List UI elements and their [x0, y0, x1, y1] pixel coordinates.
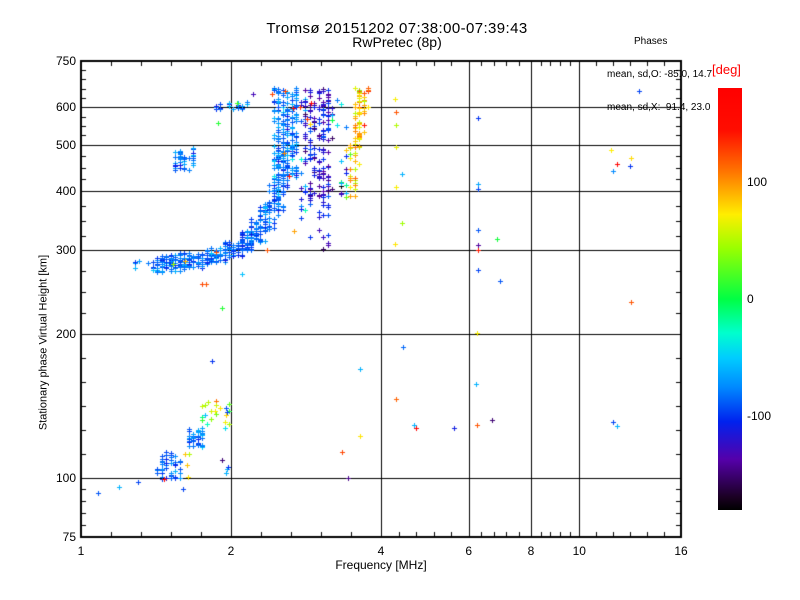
y-tick-label: 300 [55, 243, 76, 258]
colorbar-tick-label: 0 [747, 292, 754, 306]
y-tick-label: 400 [55, 183, 76, 198]
x-axis-label: Frequency [MHz] [335, 558, 427, 572]
y-tick-label: 200 [55, 327, 76, 342]
x-tick-label: 4 [377, 544, 385, 558]
y-tick-label: 750 [55, 54, 76, 68]
y-tick-label: 500 [55, 137, 76, 152]
y-tick-label: 600 [55, 100, 76, 115]
colorbar-tick-label: -100 [747, 409, 772, 424]
x-tick-label: 16 [674, 544, 688, 558]
x-tick-label: 1 [77, 544, 85, 558]
x-tick-label: 2 [227, 544, 235, 558]
x-tick-label: 8 [527, 544, 535, 558]
x-tick-label: 10 [572, 544, 586, 558]
y-axis-label: Stationary phase Virtual Height [km] [37, 254, 50, 431]
x-tick-label: 6 [465, 544, 473, 558]
colorbar-unit-label: [deg] [712, 62, 741, 77]
colorbar-gradient [718, 88, 742, 510]
y-tick-label: 100 [55, 470, 76, 485]
colorbar-tick-label: 100 [747, 174, 768, 189]
y-tick-label: 75 [62, 530, 76, 544]
